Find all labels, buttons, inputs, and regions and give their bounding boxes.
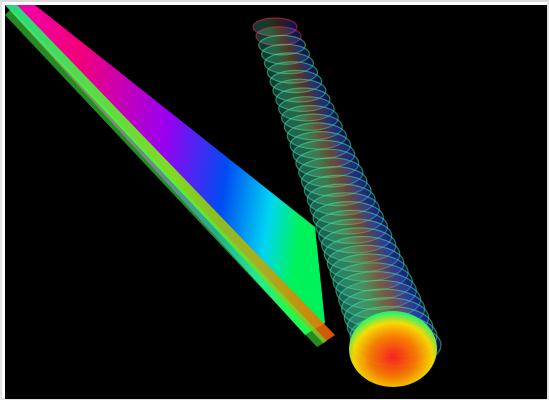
render-canvas[interactable] [5, 5, 547, 399]
tube-end-cap [349, 311, 437, 387]
rainbow-ribbon [5, 5, 335, 347]
rainbow-tube [252, 17, 442, 367]
rainbow-tube-scene [5, 5, 442, 387]
